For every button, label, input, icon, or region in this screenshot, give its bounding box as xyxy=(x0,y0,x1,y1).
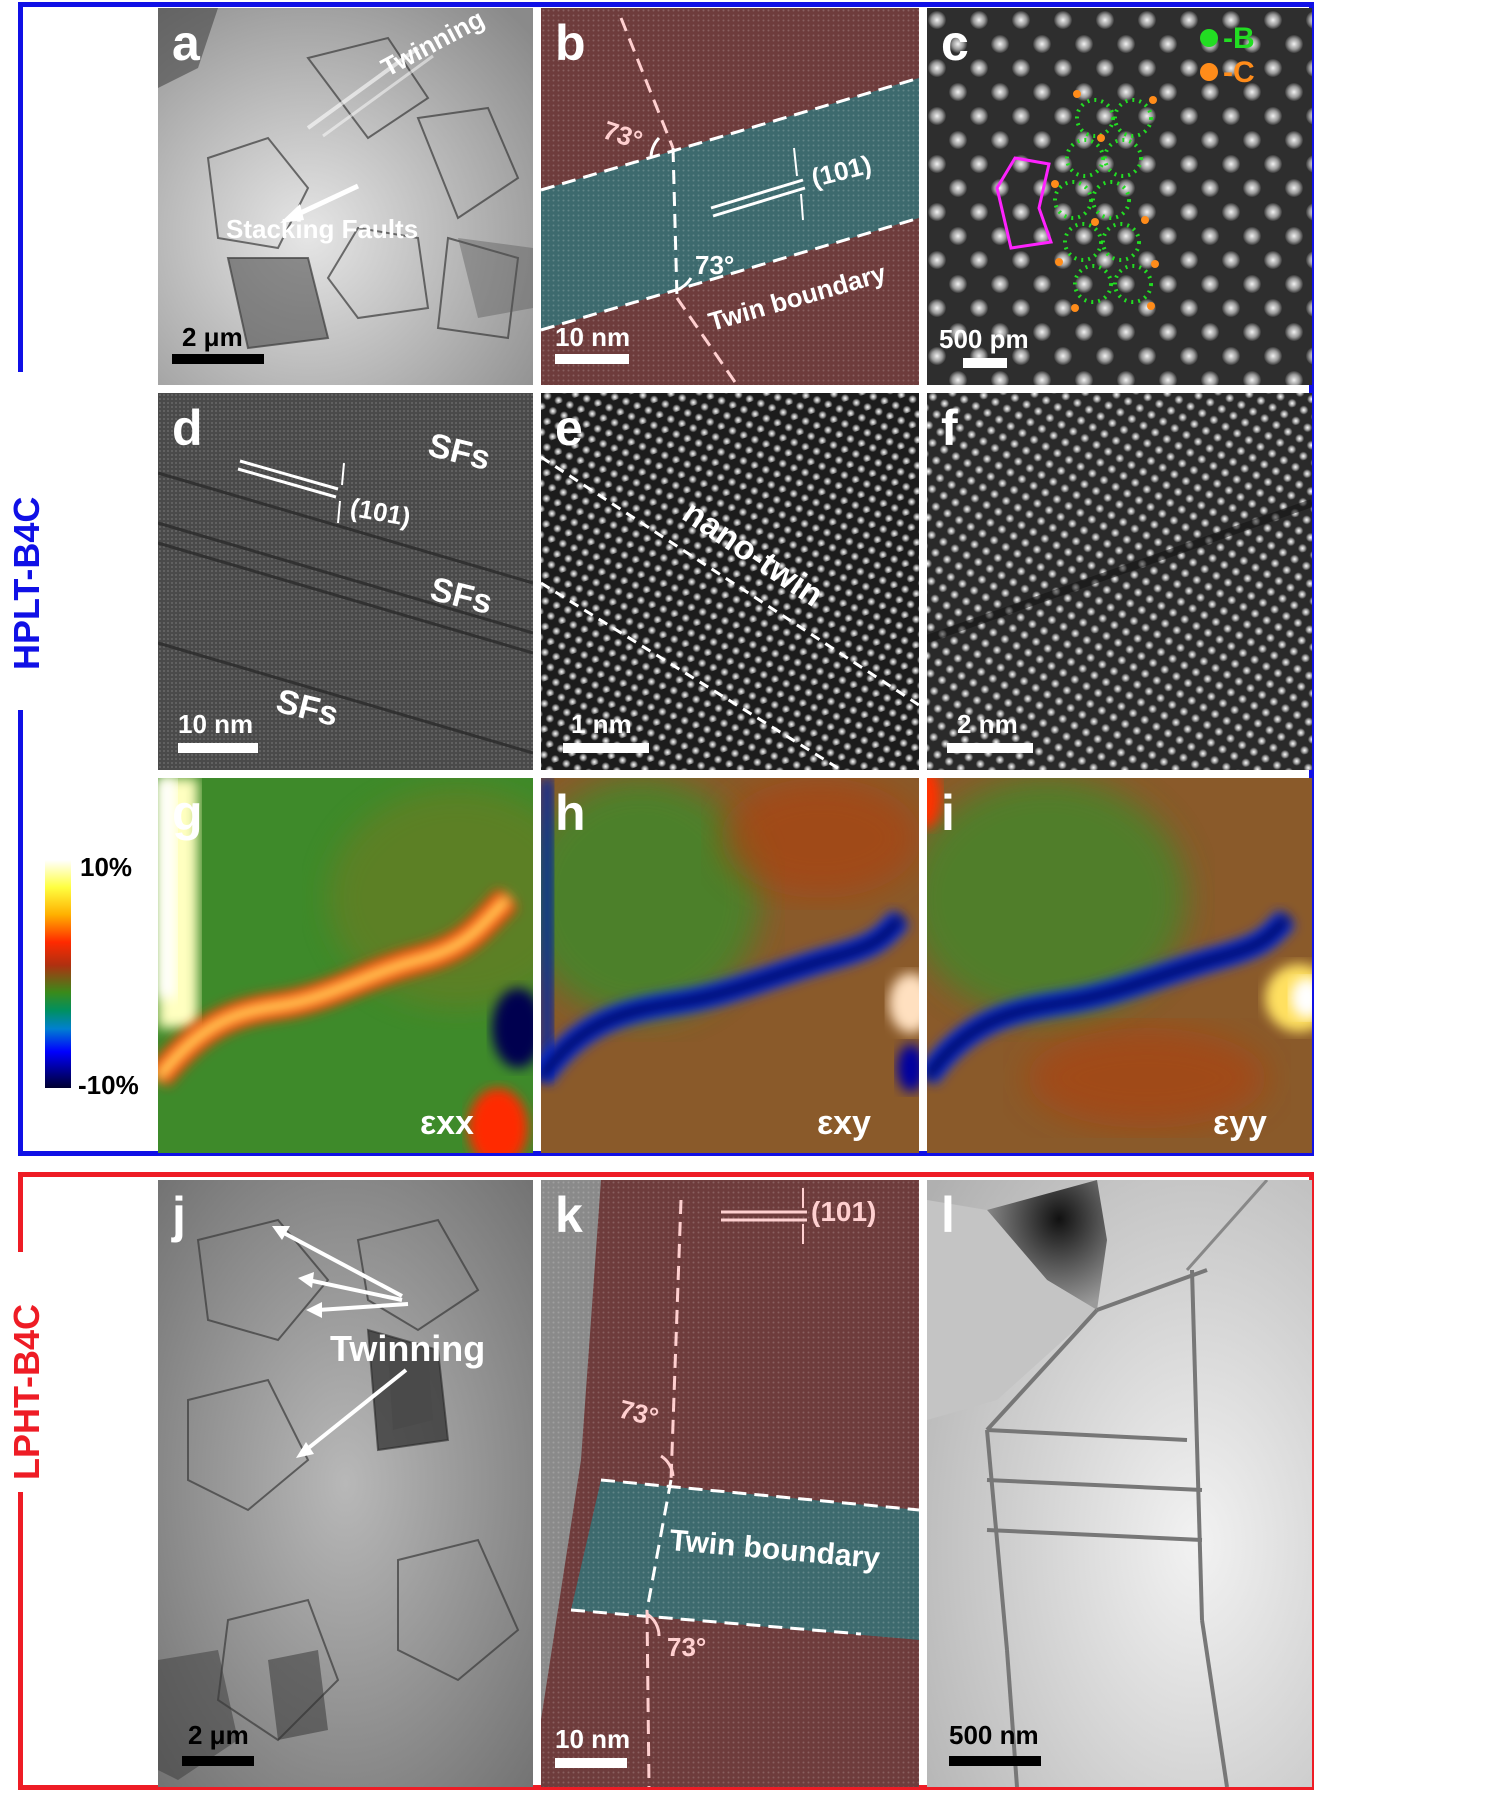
colorbar-max: 10% xyxy=(80,852,133,882)
panel-l-label: l xyxy=(941,1187,955,1243)
panel-b-scale: 10 nm xyxy=(555,322,631,352)
panel-c: c -B -C 500 pm xyxy=(927,8,1312,385)
panel-e-label: e xyxy=(555,400,583,456)
panel-k-plane: (101) xyxy=(811,1196,877,1227)
panel-j-scalebar xyxy=(182,1756,254,1766)
panel-l-scale: 500 nm xyxy=(949,1720,1039,1750)
panel-l: l 500 nm xyxy=(927,1180,1312,1787)
panel-f-label: f xyxy=(941,400,958,456)
lpht-frame-left-top xyxy=(18,1172,23,1252)
panel-h: h εxy xyxy=(541,778,919,1153)
panel-i-label: i xyxy=(941,785,955,841)
panel-h-label: h xyxy=(555,785,586,841)
panel-k-scale: 10 nm xyxy=(555,1724,631,1754)
panel-h-image xyxy=(541,778,919,1153)
lpht-frame-left-bottom xyxy=(18,1492,23,1790)
panel-j-twinning: Twinning xyxy=(330,1328,486,1369)
panel-a: a Twinning Stacking Faults 2 μm xyxy=(158,8,533,385)
panel-f-image xyxy=(927,393,1312,770)
panel-i: i εyy xyxy=(927,778,1312,1153)
panel-d-image xyxy=(158,393,533,770)
panel-j: j Twinning 2 μm xyxy=(158,1180,533,1787)
panel-a-label: a xyxy=(172,15,200,71)
panel-k: k 73° 73° (101) Twin boundary 10 nm xyxy=(541,1180,919,1787)
hplt-frame-left-top xyxy=(18,2,23,372)
panel-f: f 2 nm xyxy=(927,393,1312,770)
panel-b-angle2: 73° xyxy=(695,250,735,280)
panel-l-scalebar xyxy=(949,1756,1041,1766)
panel-j-scale: 2 μm xyxy=(188,1720,249,1750)
panel-a-scalebar xyxy=(172,354,264,364)
panel-g-image xyxy=(158,778,533,1153)
legend-b-marker xyxy=(1200,29,1218,47)
hplt-frame-left-bottom xyxy=(18,710,23,1156)
panel-c-scalebar xyxy=(963,358,1007,368)
panel-d-scalebar xyxy=(178,743,258,753)
colorbar xyxy=(45,860,71,1088)
panel-c-image xyxy=(927,8,1312,385)
panel-h-strain: εxy xyxy=(817,1104,871,1142)
panel-a-stacking: Stacking Faults xyxy=(226,214,419,244)
panel-f-scalebar xyxy=(947,743,1033,753)
panel-j-image xyxy=(158,1180,533,1787)
panel-d: d SFs SFs SFs (101) 10 nm xyxy=(158,393,533,770)
panel-l-image xyxy=(927,1180,1312,1787)
panel-e-image xyxy=(541,393,919,770)
panel-e-scalebar xyxy=(563,743,649,753)
panel-k-angle2: 73° xyxy=(667,1632,707,1662)
panel-c-scale: 500 pm xyxy=(939,324,1029,354)
panel-c-label: c xyxy=(941,15,969,71)
hplt-label: HPLT-B4C xyxy=(6,496,47,670)
panel-k-image xyxy=(541,1180,919,1787)
panel-e: e nano-twin 1 nm xyxy=(541,393,919,770)
panel-g-label: g xyxy=(172,785,203,841)
lpht-label: LPHT-B4C xyxy=(6,1303,47,1480)
panel-j-label: j xyxy=(172,1187,186,1243)
panel-b: b 73° 73° (101) Twin boundary 10 nm xyxy=(541,8,919,385)
panel-b-scalebar xyxy=(555,354,629,364)
panel-a-scale: 2 μm xyxy=(182,322,243,352)
panel-c-legend-b: -B xyxy=(1223,22,1255,55)
panel-f-scale: 2 nm xyxy=(957,709,1018,739)
panel-g: g εxx xyxy=(158,778,533,1153)
panel-e-scale: 1 nm xyxy=(571,709,632,739)
panel-i-image xyxy=(927,778,1312,1153)
panel-a-image xyxy=(158,8,533,385)
panel-g-strain: εxx xyxy=(420,1104,474,1142)
panel-b-label: b xyxy=(555,15,586,71)
legend-c-marker xyxy=(1200,63,1218,81)
panel-b-image xyxy=(541,8,919,385)
panel-k-label: k xyxy=(555,1187,583,1243)
colorbar-min: -10% xyxy=(78,1070,139,1100)
panel-d-label: d xyxy=(172,400,203,456)
panel-d-scale: 10 nm xyxy=(178,709,254,739)
panel-i-strain: εyy xyxy=(1213,1104,1267,1142)
panel-k-scalebar xyxy=(555,1758,627,1768)
panel-c-legend-c: -C xyxy=(1223,56,1255,89)
